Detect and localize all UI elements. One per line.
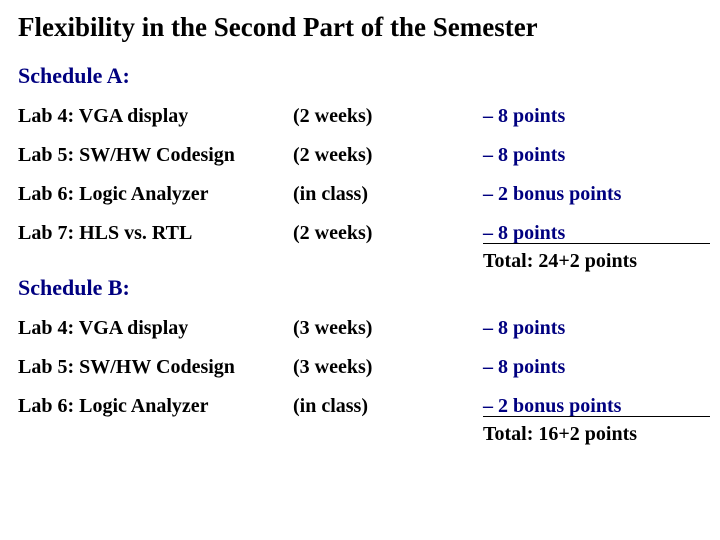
schedule-b-total-row: Total: 16+2 points (18, 416, 710, 446)
schedule-a-label: Schedule A: (18, 63, 710, 89)
table-row: Lab 4: VGA display (3 weeks) – 8 points (18, 317, 710, 340)
table-row: Lab 4: VGA display (2 weeks) – 8 points (18, 105, 710, 128)
lab-cell: Lab 6: Logic Analyzer (18, 395, 293, 418)
schedule-a-table: Lab 4: VGA display (2 weeks) – 8 points … (18, 105, 710, 245)
total-spacer (18, 243, 483, 273)
points-cell: – 8 points (483, 105, 710, 128)
table-row: Lab 7: HLS vs. RTL (2 weeks) – 8 points (18, 222, 710, 245)
schedule-a-total: Total: 24+2 points (483, 243, 710, 273)
duration-cell: (2 weeks) (293, 144, 483, 167)
lab-cell: Lab 5: SW/HW Codesign (18, 144, 293, 167)
points-cell: – 2 bonus points (483, 395, 710, 418)
lab-cell: Lab 4: VGA display (18, 317, 293, 340)
lab-cell: Lab 4: VGA display (18, 105, 293, 128)
schedule-b-table: Lab 4: VGA display (3 weeks) – 8 points … (18, 317, 710, 418)
duration-cell: (3 weeks) (293, 356, 483, 379)
schedule-a-total-row: Total: 24+2 points (18, 243, 710, 273)
duration-cell: (2 weeks) (293, 222, 483, 245)
page-title: Flexibility in the Second Part of the Se… (18, 12, 710, 43)
table-row: Lab 6: Logic Analyzer (in class) – 2 bon… (18, 395, 710, 418)
schedule-b-label: Schedule B: (18, 275, 710, 301)
table-row: Lab 6: Logic Analyzer (in class) – 2 bon… (18, 183, 710, 206)
lab-cell: Lab 7: HLS vs. RTL (18, 222, 293, 245)
duration-cell: (3 weeks) (293, 317, 483, 340)
points-cell: – 2 bonus points (483, 183, 710, 206)
lab-cell: Lab 5: SW/HW Codesign (18, 356, 293, 379)
table-row: Lab 5: SW/HW Codesign (2 weeks) – 8 poin… (18, 144, 710, 167)
points-cell: – 8 points (483, 317, 710, 340)
total-spacer (18, 416, 483, 446)
duration-cell: (in class) (293, 395, 483, 418)
lab-cell: Lab 6: Logic Analyzer (18, 183, 293, 206)
points-cell: – 8 points (483, 144, 710, 167)
schedule-b-total: Total: 16+2 points (483, 416, 710, 446)
duration-cell: (in class) (293, 183, 483, 206)
table-row: Lab 5: SW/HW Codesign (3 weeks) – 8 poin… (18, 356, 710, 379)
duration-cell: (2 weeks) (293, 105, 483, 128)
points-cell: – 8 points (483, 222, 710, 245)
points-cell: – 8 points (483, 356, 710, 379)
